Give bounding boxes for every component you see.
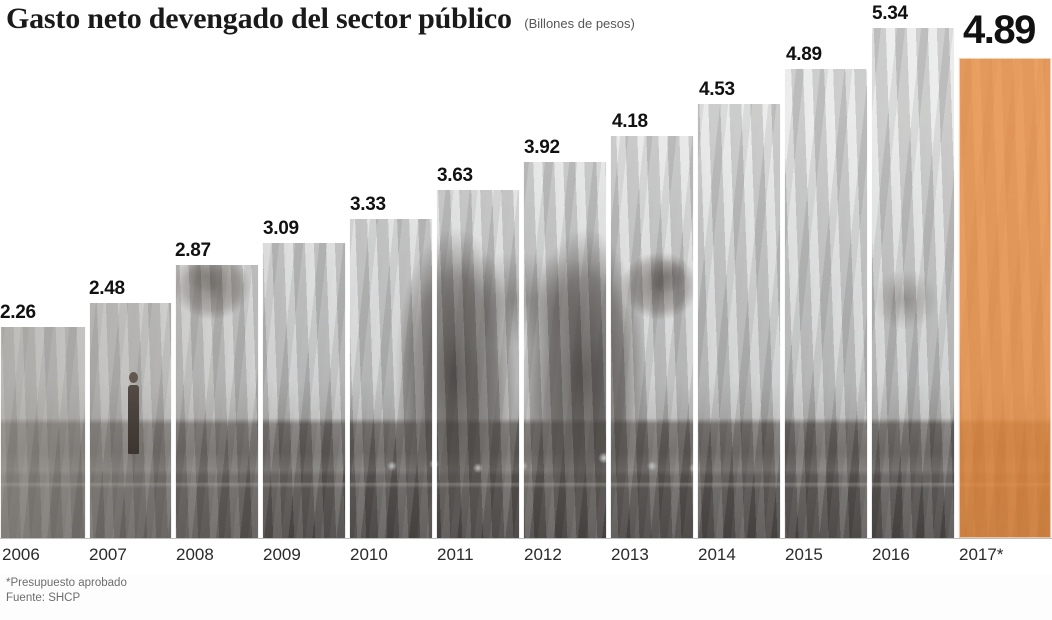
bar-mask: [89, 0, 172, 303]
bar-column-2008: [175, 0, 259, 538]
bar-column-2014: [697, 0, 781, 538]
bar-2016: [871, 28, 955, 538]
value-label-2012: 3.92: [524, 137, 560, 158]
bar-column-2017: [958, 0, 1052, 538]
bar-column-2009: [262, 0, 346, 538]
bar-gap: [346, 0, 349, 538]
bar-2013: [610, 136, 694, 538]
value-label-2007: 2.48: [89, 278, 125, 299]
bar-gap: [433, 0, 436, 538]
value-label-2009: 3.09: [263, 218, 299, 239]
value-label-2015: 4.89: [786, 44, 822, 65]
value-label-2016: 5.34: [872, 3, 908, 24]
chart-footer: *Presupuesto aprobado Fuente: SHCP: [6, 576, 127, 606]
x-tick-2017: 2017*: [959, 545, 1004, 564]
bar-column-2013: [610, 0, 694, 538]
value-label-2010: 3.33: [350, 194, 386, 215]
bar-2017: [958, 58, 1052, 538]
x-tick-2016: 2016: [872, 545, 910, 564]
x-tick-2009: 2009: [263, 545, 301, 564]
bar-mask: [958, 0, 1052, 58]
bar-mask: [175, 0, 259, 265]
bar-mask: [697, 0, 781, 104]
bar-mask: [262, 0, 346, 243]
bar-gap: [694, 0, 697, 538]
x-axis: 2006 2007 2008 2009 2010 2011 2012 2013 2014 2015…: [0, 538, 1052, 575]
bar-2010: [349, 219, 433, 538]
chart-plot-area: 2.26 2.48 2.87 3.09 3.33 3.63 3.92 4.18 4.53 4.89…: [0, 0, 1052, 538]
bar-mask: [784, 0, 868, 69]
source-note: Fuente: SHCP: [6, 592, 81, 604]
bar-gap: [520, 0, 523, 538]
bar-gap: [607, 0, 610, 538]
value-label-2017: 4.89: [963, 8, 1036, 52]
bar-gap: [781, 0, 784, 538]
bar-column-2010: [349, 0, 433, 538]
value-label-2014: 4.53: [699, 79, 735, 100]
bar-column-2012: [523, 0, 607, 538]
speaker-figure: [126, 372, 141, 454]
bar-2009: [262, 243, 346, 538]
value-label-2013: 4.18: [612, 111, 648, 132]
bar-column-2016: [871, 0, 955, 538]
bar-column-2015: [784, 0, 868, 538]
bar-gap: [955, 0, 958, 538]
bar-gap: [259, 0, 262, 538]
bar-column-2007: [89, 0, 172, 538]
x-tick-2011: 2011: [437, 545, 474, 564]
value-label-2011: 3.63: [437, 165, 473, 186]
x-tick-2010: 2010: [350, 545, 388, 564]
value-label-2006: 2.26: [0, 302, 36, 323]
bar-2012: [523, 162, 607, 538]
bar-column-2006: [0, 0, 86, 538]
x-tick-2008: 2008: [176, 545, 214, 564]
bar-column-2011: [436, 0, 520, 538]
x-tick-2014: 2014: [698, 545, 736, 564]
bar-mask: [0, 0, 86, 327]
bar-gap: [86, 0, 89, 538]
x-tick-2015: 2015: [785, 545, 823, 564]
bar-2011: [436, 190, 520, 538]
bar-gap: [868, 0, 871, 538]
x-tick-2012: 2012: [524, 545, 562, 564]
bar-mask: [349, 0, 433, 219]
bar-2014: [697, 104, 781, 538]
bar-2008: [175, 265, 259, 538]
bar-mask: [871, 0, 955, 28]
bar-2007: [89, 303, 172, 538]
footnote: *Presupuesto aprobado: [6, 577, 127, 589]
x-tick-2013: 2013: [611, 545, 649, 564]
bar-series: [0, 0, 1052, 538]
bar-mask: [436, 0, 520, 190]
bar-2006: [0, 327, 86, 538]
value-label-2008: 2.87: [175, 240, 211, 261]
bar-gap: [172, 0, 175, 538]
bar-2015: [784, 69, 868, 538]
x-tick-2006: 2006: [2, 545, 40, 564]
x-tick-2007: 2007: [89, 545, 127, 564]
